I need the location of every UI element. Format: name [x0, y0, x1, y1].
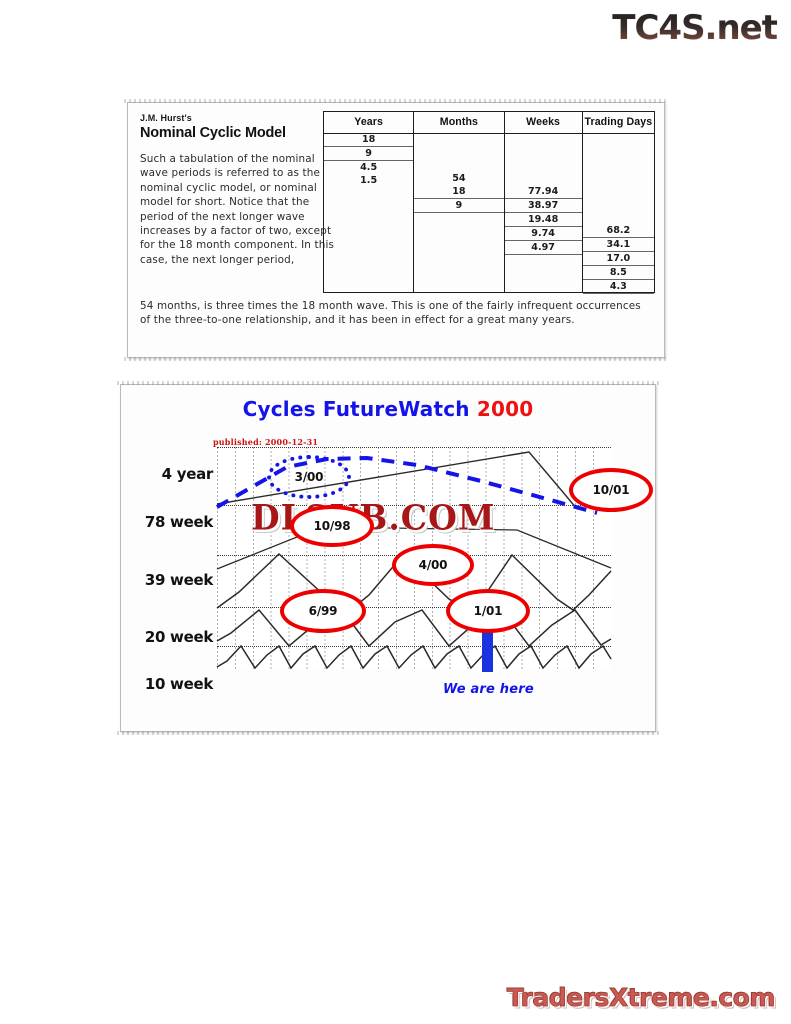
tc4s-site-logo: TC4S.net	[612, 8, 778, 48]
callout-label: 4/00	[418, 558, 448, 572]
callout-label: 10/01	[592, 483, 630, 497]
wave-10-week	[216, 644, 612, 670]
document-content: J.M. Hurst's Nominal Cyclic Model Such a…	[128, 103, 664, 357]
document-tail-text: 54 months, is three times the 18 month w…	[140, 300, 641, 327]
table-cell: 38.97	[504, 199, 582, 213]
table-header-years: Years	[324, 112, 414, 134]
chart-title-text: Cycles FutureWatch	[242, 397, 470, 421]
we-are-here-label: We are here	[443, 682, 534, 697]
table-column-weeks: Weeks 77.94 38.97 19.48 9.74 4.97	[504, 112, 583, 292]
chart-title: Cycles FutureWatch 2000	[121, 397, 655, 421]
table-cell: 9	[414, 199, 504, 213]
table-cell: 17.0	[582, 252, 654, 266]
table-cell: 4.5	[360, 162, 378, 173]
dlsub-watermark: DLSUB.COM	[250, 496, 496, 539]
tradersxtreme-site-logo: TradersXtreme.com	[506, 983, 776, 1013]
table-cell: 19.48	[504, 213, 582, 227]
callout-6-99[interactable]: 6/99	[280, 589, 366, 633]
table-cell: 9	[324, 147, 414, 161]
table-column-months: Months 54 18 9	[414, 112, 505, 292]
row-label-4-year: 4 year	[161, 465, 214, 483]
table-cell: 4.97	[504, 241, 582, 255]
table-header-trading-days: Trading Days	[582, 112, 654, 134]
row-label-78-week: 78 week	[144, 513, 213, 531]
nominal-cyclic-model-panel: J.M. Hurst's Nominal Cyclic Model Such a…	[127, 102, 665, 358]
table-cell: 34.1	[582, 238, 654, 252]
document-title: Nominal Cyclic Model	[140, 125, 286, 141]
wave-78-week	[216, 526, 612, 570]
published-date-label: published: 2000-12-31	[213, 437, 319, 447]
callout-1-01[interactable]: 1/01	[446, 589, 530, 633]
chart-content: Cycles FutureWatch 2000 published: 2000-…	[121, 385, 655, 731]
gridline-horizontal	[217, 607, 611, 608]
callout-10-01[interactable]: 10/01	[569, 468, 653, 512]
cycles-futurewatch-chart-panel: Cycles FutureWatch 2000 published: 2000-…	[120, 384, 656, 732]
table-cell: 4.3	[582, 280, 654, 294]
row-label-10-week: 10 week	[144, 675, 213, 693]
document-author: J.M. Hurst's	[140, 113, 192, 123]
table-cell: 1.5	[360, 175, 378, 186]
gridline-horizontal	[217, 447, 611, 448]
gridline-horizontal	[217, 505, 611, 506]
table-cell: 77.94	[504, 185, 582, 199]
row-label-39-week: 39 week	[144, 571, 213, 589]
chart-title-year: 2000	[476, 397, 534, 421]
callout-label: 1/01	[473, 604, 503, 618]
table-cell: 9.74	[504, 227, 582, 241]
wave-20-week	[216, 608, 612, 648]
table-column-trading-days: Trading Days 68.2 34.1 17.0 8.5 4.3	[582, 112, 654, 294]
table-cell: 8.5	[582, 266, 654, 280]
gridline-horizontal	[217, 646, 611, 647]
table-cell: 54	[452, 173, 466, 184]
callout-label: 10/98	[313, 519, 351, 533]
wave-39-week	[216, 552, 612, 611]
wave-4-year	[216, 451, 578, 510]
table-column-years: Years 18 9 4.5 1.5	[324, 112, 415, 292]
wave-4-year-projection	[216, 455, 598, 515]
callout-label: 3/00	[294, 470, 324, 484]
callout-3-00-dotted[interactable]: 3/00	[267, 455, 351, 499]
nominal-model-table: Years 18 9 4.5 1.5 Months 54 18 9	[323, 111, 655, 294]
table-cell: 68.2	[582, 224, 654, 238]
table-header-months: Months	[414, 112, 504, 134]
document-body-text: Such a tabulation of the nominal wave pe…	[140, 153, 335, 266]
row-label-20-week: 20 week	[144, 628, 213, 646]
table-cell: 18	[324, 133, 414, 147]
callout-4-00[interactable]: 4/00	[392, 544, 474, 586]
table-header-weeks: Weeks	[504, 112, 582, 134]
callout-label: 6/99	[308, 604, 338, 618]
table-cell: 18	[414, 185, 504, 199]
callout-10-98[interactable]: 10/98	[290, 505, 374, 547]
chart-row-labels: 4 year 78 week 39 week 20 week 10 week	[125, 447, 214, 693]
